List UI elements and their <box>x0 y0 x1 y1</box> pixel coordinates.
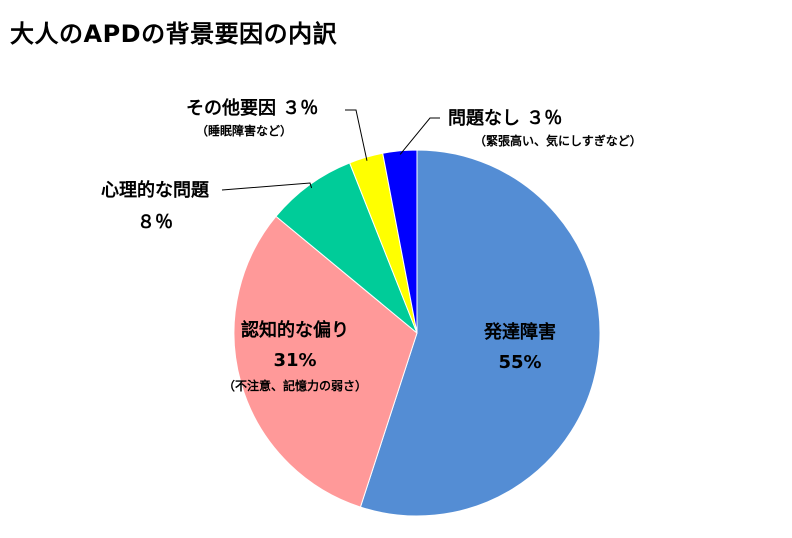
slice-percent: ３％ <box>526 108 563 129</box>
slice-label-other: その他要因 ３％ （睡眠障害など） <box>186 94 318 139</box>
slice-name: 認知的な偏り <box>241 320 349 341</box>
slice-percent: 55% <box>498 352 542 373</box>
pie-slice-no-problem <box>382 149 418 334</box>
slice-label-developmental: 発達障害 55% <box>470 318 570 373</box>
pie-slice-psychological <box>275 162 418 334</box>
slice-name: 発達障害 <box>484 322 556 343</box>
pie-slice-cognitive <box>233 215 418 508</box>
slice-note: （緊張高い、気にしすぎなど） <box>474 134 642 148</box>
slice-note: （睡眠障害など） <box>196 124 293 138</box>
slice-name: 心理的な問題 <box>101 180 209 201</box>
leader-line-no-problem <box>399 117 440 155</box>
slice-label-no-problem: 問題なし ３％ （緊張高い、気にしすぎなど） <box>448 104 642 149</box>
slice-name: その他要因 <box>186 98 276 119</box>
leader-line-psychological <box>221 182 313 191</box>
chart-title: 大人のAPDの背景要因の内訳 <box>10 20 338 48</box>
pie-slice-developmental <box>359 149 601 517</box>
slice-percent: ３％ <box>282 98 319 119</box>
slice-percent: ８％ <box>137 212 173 233</box>
slice-name: 問題なし <box>448 108 520 129</box>
slice-label-psychological: 心理的な問題 ８％ <box>90 176 220 234</box>
slice-percent: 31% <box>273 350 317 371</box>
slice-label-cognitive: 認知的な偏り 31% （不注意、記憶力の弱さ） <box>210 316 380 394</box>
leader-line-other <box>345 109 368 161</box>
slice-note: （不注意、記憶力の弱さ） <box>222 379 367 393</box>
